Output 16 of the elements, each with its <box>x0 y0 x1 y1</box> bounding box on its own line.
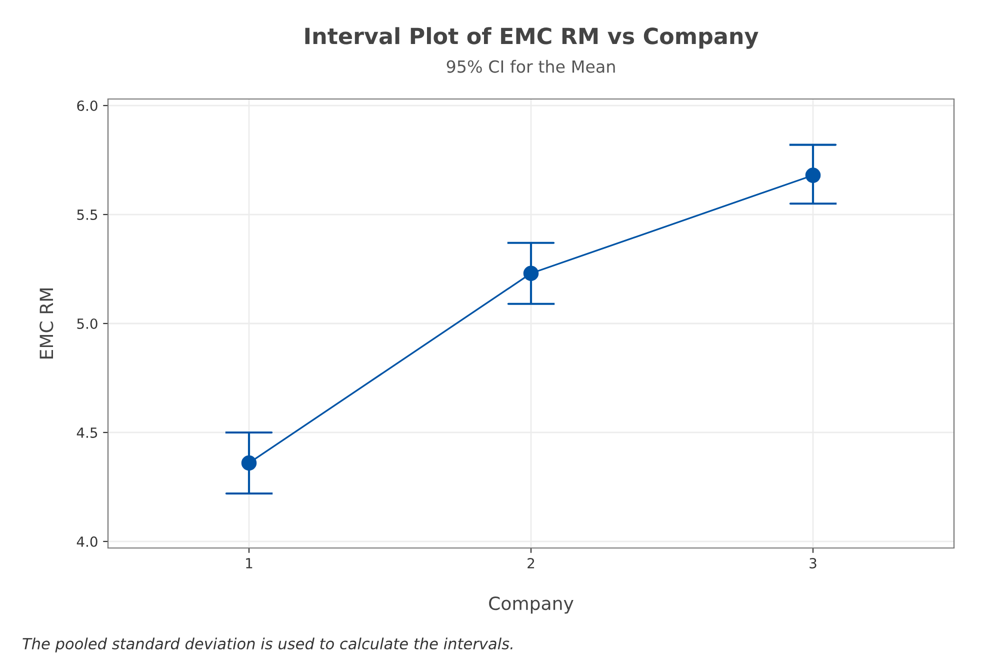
chart-subtitle: 95% CI for the Mean <box>446 60 615 73</box>
chart-title: Interval Plot of EMC RM vs Company <box>305 27 758 49</box>
y-tick-label: 4.0 <box>76 536 98 547</box>
point <box>523 266 539 282</box>
x-tick-label: 3 <box>810 558 816 568</box>
point <box>805 168 821 183</box>
y-tick-label: 5.5 <box>77 210 98 220</box>
x-axis-title: Company <box>489 596 574 614</box>
x-tick-label: 1 <box>246 558 252 568</box>
y-axis-title: EMC RM <box>40 288 54 358</box>
y-tick-label: 4.5 <box>76 428 98 438</box>
y-tick-label: 5.0 <box>77 318 98 329</box>
point <box>241 455 257 471</box>
y-tick-label: 6.0 <box>77 100 98 112</box>
text: The pooled standard deviation is used to calculate the intervals. <box>22 638 512 652</box>
x-tick-label: 2 <box>528 558 534 568</box>
